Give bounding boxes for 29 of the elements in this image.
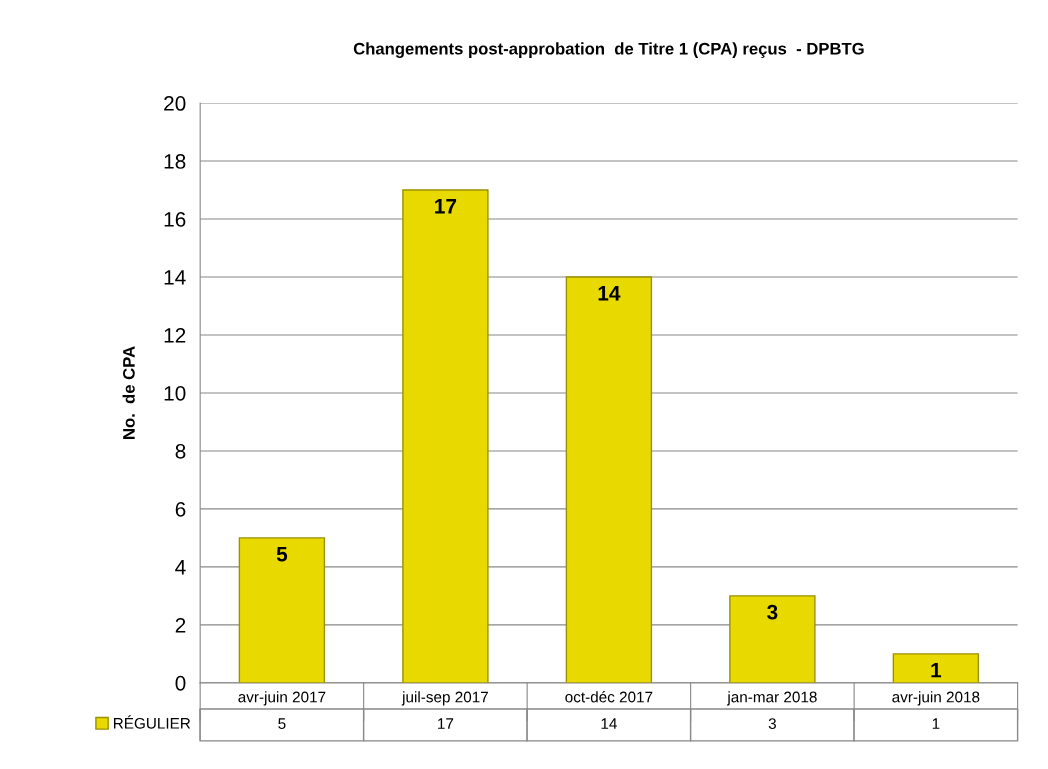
y-tick-label: 16 bbox=[164, 212, 186, 227]
x-tick-label: juil-sep 2017 bbox=[401, 691, 488, 706]
y-tick-label: 0 bbox=[175, 675, 186, 691]
x-tick-label: avr-juin 2018 bbox=[892, 691, 980, 706]
x-tick-label: jan-mar 2018 bbox=[727, 691, 817, 706]
y-tick-label: 4 bbox=[175, 560, 186, 575]
data-label: 5 bbox=[278, 718, 286, 730]
x-tick-label: oct-déc 2017 bbox=[565, 691, 653, 703]
y-tick-label: 8 bbox=[175, 443, 186, 459]
y-tick-label: 12 bbox=[164, 327, 186, 343]
annotation: 3 bbox=[767, 604, 778, 620]
y-tick-label: 20 bbox=[164, 96, 186, 111]
y-axis-title: No. de CPA bbox=[122, 346, 135, 439]
y-tick-label: 6 bbox=[175, 501, 186, 517]
annotation: 1 bbox=[931, 662, 942, 678]
y-tick-label: 2 bbox=[175, 617, 186, 633]
y-tick-label: 18 bbox=[164, 154, 186, 169]
data-label: 1 bbox=[932, 718, 940, 729]
legend-label: RÉGULIER bbox=[113, 715, 191, 729]
y-tick-label: 14 bbox=[164, 270, 186, 285]
annotation: 5 bbox=[276, 547, 288, 562]
chart-title: Changements post-approbation de Titre 1 (CPA) reçus - DPBTG bbox=[353, 42, 864, 58]
x-tick-label: avr-juin 2017 bbox=[238, 691, 326, 706]
data-label: 14 bbox=[601, 718, 617, 729]
data-label: 17 bbox=[438, 718, 454, 729]
annotation: 17 bbox=[435, 199, 457, 214]
data-label: 3 bbox=[768, 718, 776, 730]
y-tick-label: 10 bbox=[164, 385, 186, 401]
annotation: 14 bbox=[598, 286, 621, 301]
